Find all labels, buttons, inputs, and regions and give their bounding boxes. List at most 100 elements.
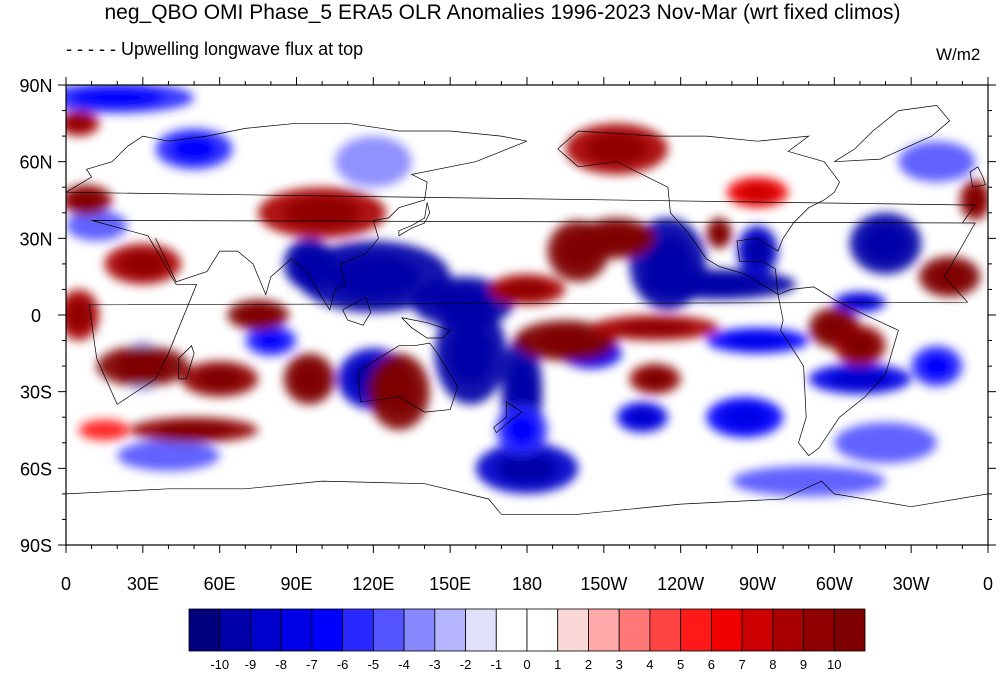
- anomaly-core: [115, 353, 171, 379]
- colorbar-swatch: [403, 608, 436, 652]
- colorbar-level-label: 6: [708, 657, 715, 672]
- colorbar-level-label: 7: [738, 657, 745, 672]
- coastline: [493, 401, 523, 434]
- coastline: [155, 140, 528, 311]
- anomaly-core: [593, 226, 640, 251]
- colorbar: [188, 608, 866, 652]
- colorbar-swatch: [219, 608, 251, 652]
- colorbar-swatch: [526, 608, 559, 652]
- colorbar-swatch: [833, 608, 866, 652]
- units-label: W/m2: [936, 45, 981, 64]
- anomaly-core: [726, 332, 789, 349]
- anomaly-region: [334, 136, 412, 188]
- colorbar-level-label: -10: [210, 657, 229, 672]
- lon-tick-label: 90E: [280, 574, 312, 594]
- anomaly-core: [616, 320, 694, 336]
- coastline: [66, 122, 976, 224]
- colorbar-swatch: [434, 608, 466, 652]
- anomaly-core: [672, 275, 766, 294]
- colorbar-swatch: [495, 608, 528, 652]
- colorbar-swatch: [342, 608, 374, 652]
- lat-tick-label: 90N: [19, 76, 52, 96]
- colorbar-level-label: -2: [460, 657, 472, 672]
- colorbar-level-label: 2: [585, 657, 592, 672]
- anomaly-region: [834, 422, 937, 464]
- lon-tick-label: 0: [983, 574, 993, 594]
- coastline: [557, 130, 840, 296]
- colorbar-level-label: -9: [245, 657, 257, 672]
- anomaly-core: [506, 414, 538, 446]
- anomaly-core: [503, 280, 551, 299]
- anomaly-core: [639, 369, 671, 389]
- anomaly-region: [898, 141, 976, 183]
- colorbar-level-label: -8: [275, 657, 287, 672]
- lat-tick-label: 90S: [20, 536, 52, 556]
- anomaly-core: [829, 369, 891, 389]
- colorbar-level-label: -6: [337, 657, 349, 672]
- anomaly-core: [739, 183, 776, 202]
- lon-tick-label: 60W: [816, 574, 853, 594]
- lon-tick-label: 60E: [204, 574, 236, 594]
- colorbar-labels: -10 -9 -8 -7 -6 -5 -4 -3 -2 -1 0 1 2 3 4 5 6 7 8 9 10: [210, 657, 841, 672]
- coastline: [401, 317, 451, 339]
- olr-anomaly-field: [66, 85, 988, 497]
- colorbar-level-label: 9: [800, 657, 807, 672]
- anomaly-core: [293, 363, 325, 395]
- colorbar-level-label: -5: [368, 657, 380, 672]
- colorbar-swatch: [588, 608, 620, 652]
- axis-ticks: [58, 77, 996, 553]
- lon-tick-label: 150E: [429, 574, 471, 594]
- anomaly-core: [965, 187, 985, 213]
- anomaly-core: [745, 235, 770, 267]
- anomaly-core: [293, 248, 325, 280]
- anomaly-core: [171, 136, 218, 162]
- anomaly-core: [534, 328, 597, 353]
- colorbar-level-label: 0: [523, 657, 530, 672]
- latitude-axis-labels: 90N 60N 30N 0 30S 60S 90S: [19, 76, 52, 556]
- colorbar-level-label: -3: [429, 657, 441, 672]
- lat-tick-label: 60N: [19, 153, 52, 173]
- colorbar-swatch: [741, 608, 774, 652]
- anomaly-core: [931, 264, 969, 289]
- anomaly-core: [255, 331, 287, 350]
- colorbar-level-label: 5: [677, 657, 684, 672]
- anomaly-region: [78, 419, 131, 441]
- anomaly-core: [327, 255, 420, 299]
- coastline: [777, 286, 899, 457]
- anomaly-core: [155, 422, 233, 438]
- colorbar-swatch: [618, 608, 651, 652]
- colorbar-swatch: [772, 608, 804, 652]
- anomaly-core: [496, 453, 558, 484]
- colorbar-level-label: 8: [769, 657, 776, 672]
- lon-tick-label: 120E: [352, 574, 394, 594]
- anomaly-core: [844, 333, 876, 358]
- colorbar-swatch: [680, 608, 712, 652]
- colorbar-level-label: 10: [827, 657, 841, 672]
- anomaly-core: [864, 225, 908, 262]
- anomaly-core: [283, 197, 361, 229]
- colorbar-swatch: [188, 608, 221, 652]
- anomaly-core: [585, 133, 648, 165]
- anomaly-core: [921, 353, 953, 379]
- lon-tick-label: 30E: [127, 574, 159, 594]
- anomaly-core: [66, 115, 92, 131]
- coastline: [88, 220, 976, 405]
- lat-tick-label: 0: [31, 306, 41, 326]
- colorbar-swatch: [803, 608, 835, 652]
- colorbar-level-label: 4: [646, 657, 653, 672]
- anomaly-core: [380, 368, 418, 415]
- anomaly-core: [626, 408, 658, 427]
- colorbar-level-label: -1: [490, 657, 502, 672]
- colorbar-swatch: [465, 608, 497, 652]
- coastline: [834, 105, 951, 163]
- colorbar-swatch: [250, 608, 282, 652]
- colorbar-swatch: [710, 608, 743, 652]
- coastline: [969, 166, 986, 188]
- lat-tick-label: 30N: [19, 229, 52, 249]
- colorbar-level-label: -4: [398, 657, 410, 672]
- colorbar-level-label: -7: [306, 657, 318, 672]
- coastline: [342, 296, 372, 326]
- lon-tick-label: 90W: [739, 574, 776, 594]
- anomaly-core: [71, 88, 164, 107]
- colorbar-swatch: [280, 608, 313, 652]
